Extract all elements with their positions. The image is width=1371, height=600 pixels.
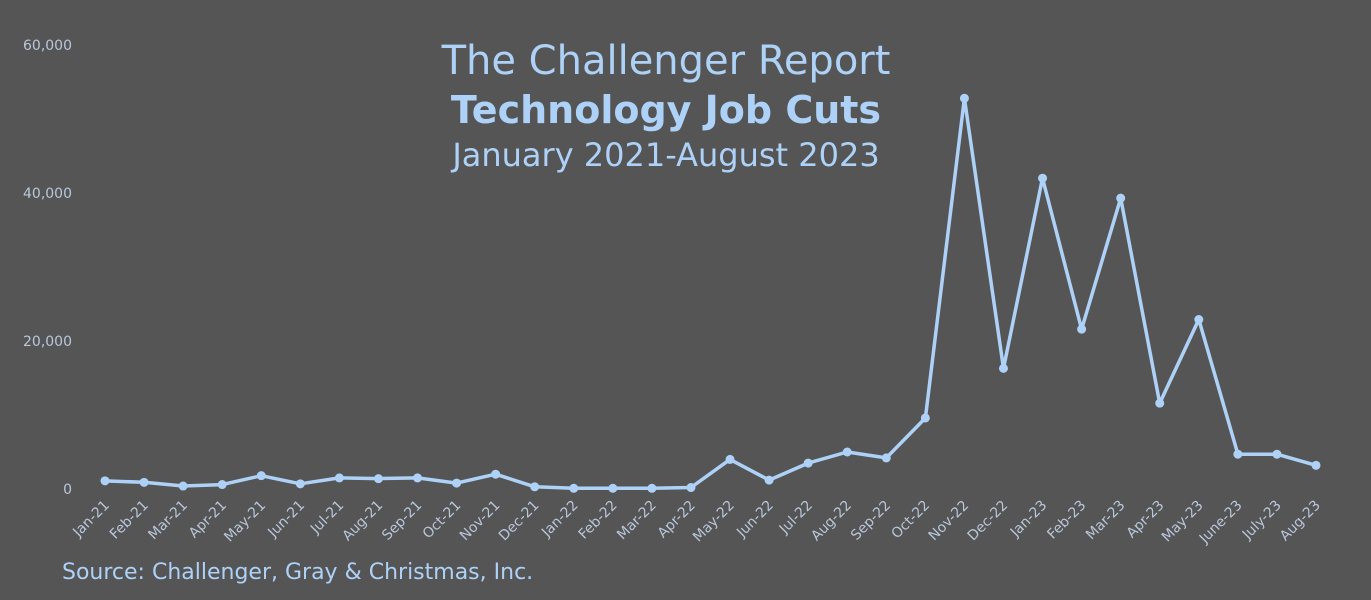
data-point xyxy=(764,475,774,485)
x-tick-label: Sep-22 xyxy=(848,498,894,544)
x-tick-label: June-23 xyxy=(1196,498,1246,548)
data-point xyxy=(998,363,1008,373)
x-tick-label: Mar-22 xyxy=(614,498,660,544)
data-point xyxy=(1233,449,1243,459)
x-tick-label: Jan-23 xyxy=(1007,498,1050,541)
series-layer xyxy=(100,93,1321,493)
chart-title: The Challenger Report xyxy=(441,38,891,84)
x-tick-label: Dec-22 xyxy=(965,498,1012,545)
data-point xyxy=(1116,193,1126,203)
data-point xyxy=(1272,449,1282,459)
data-point xyxy=(725,454,735,464)
data-point xyxy=(1155,398,1165,408)
data-point xyxy=(491,469,501,479)
data-point xyxy=(881,453,891,463)
data-point xyxy=(647,483,657,493)
x-tick-label: Nov-22 xyxy=(926,498,973,545)
chart-title-block: The Challenger Report Technology Job Cut… xyxy=(442,36,891,176)
data-point xyxy=(920,413,930,423)
x-tick-label: May-21 xyxy=(221,498,269,546)
data-point xyxy=(217,480,227,490)
x-tick-label: Mar-21 xyxy=(145,498,191,544)
data-point xyxy=(608,483,618,493)
y-axis-ticks: 0 20,000 40,000 60,000 xyxy=(23,38,72,498)
data-point xyxy=(256,471,266,481)
x-tick-label: Aug-23 xyxy=(1277,498,1324,545)
x-tick-label: Dec-21 xyxy=(496,498,543,545)
x-tick-label: Sep-21 xyxy=(379,498,425,544)
x-tick-label: Oct-22 xyxy=(889,498,934,543)
x-tick-label: Nov-21 xyxy=(457,498,504,545)
x-tick-label: Feb-23 xyxy=(1044,498,1089,543)
x-tick-label: Jun-22 xyxy=(733,498,777,542)
data-point xyxy=(413,473,423,483)
x-tick-label: Aug-21 xyxy=(339,498,386,545)
data-point xyxy=(373,474,383,484)
y-tick-label: 0 xyxy=(63,482,72,498)
x-tick-label: Oct-21 xyxy=(420,498,465,543)
series-line xyxy=(103,96,1318,491)
chart-subtitle: Technology Job Cuts xyxy=(450,88,882,132)
data-point xyxy=(1194,315,1204,325)
x-tick-label: May-22 xyxy=(690,498,738,546)
data-point xyxy=(530,482,540,492)
data-point xyxy=(1311,460,1321,470)
y-tick-label: 40,000 xyxy=(23,186,72,202)
data-point xyxy=(334,473,344,483)
data-point xyxy=(139,477,149,487)
source-note: Source: Challenger, Gray & Christmas, In… xyxy=(62,560,534,585)
data-point xyxy=(803,458,813,468)
x-tick-label: Aug-22 xyxy=(808,498,855,545)
x-tick-label: Mar-23 xyxy=(1083,498,1129,544)
x-tick-label: July-23 xyxy=(1239,498,1285,544)
data-point xyxy=(1077,324,1087,334)
x-tick-label: Feb-21 xyxy=(107,498,152,543)
data-point xyxy=(959,93,969,103)
data-point xyxy=(100,476,110,486)
y-tick-label: 20,000 xyxy=(23,334,72,350)
data-point xyxy=(686,483,696,493)
data-point xyxy=(569,483,579,493)
x-tick-label: Jun-21 xyxy=(264,498,308,542)
data-point xyxy=(452,478,462,488)
x-tick-label: Feb-22 xyxy=(576,498,621,543)
data-point xyxy=(1038,173,1048,183)
y-tick-label: 60,000 xyxy=(23,38,72,54)
data-point xyxy=(295,479,305,489)
chart-date-range: January 2021-August 2023 xyxy=(452,136,880,174)
data-point xyxy=(842,447,852,457)
data-point xyxy=(178,481,188,491)
x-tick-label: Jan-21 xyxy=(69,498,112,541)
x-tick-label: Jan-22 xyxy=(538,498,581,541)
